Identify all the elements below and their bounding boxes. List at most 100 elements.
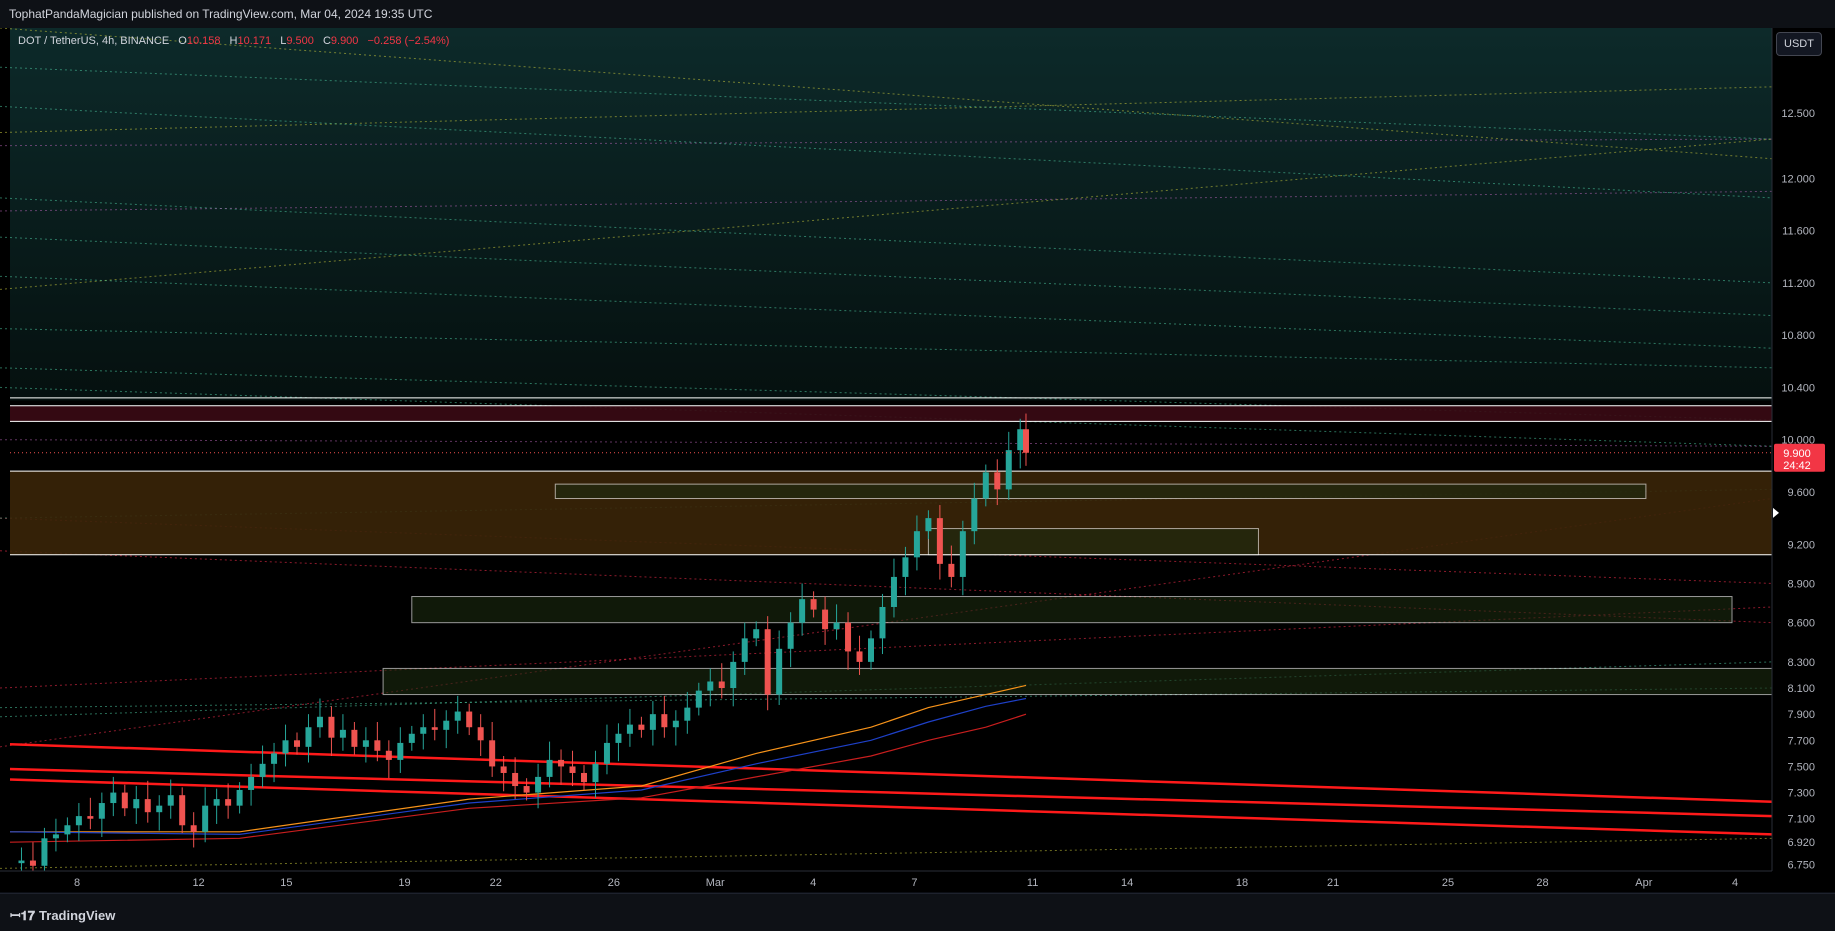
currency-button[interactable]: USDT: [1776, 32, 1822, 56]
x-tick-label: 28: [1536, 877, 1548, 889]
x-tick-label: 21: [1327, 877, 1339, 889]
candle-body-23: [271, 753, 278, 764]
y-tick-label: 10.400: [1781, 382, 1815, 394]
candle-body-78: [902, 557, 909, 577]
symbol-legend: DOT / TetherUS, 4h, BINANCE O10.158 H10.…: [18, 35, 449, 47]
candle-body-77: [890, 576, 897, 607]
upper-shade: [10, 28, 1772, 401]
trend-line-2: [9, 778, 1773, 836]
candle-body-55: [638, 724, 645, 730]
candle-body-21: [248, 776, 255, 790]
candle-body-18: [213, 799, 220, 806]
candle-body-49: [569, 766, 576, 773]
candle-body-58: [672, 720, 679, 728]
candle-body-51: [592, 763, 599, 783]
countdown-value: 24:42: [1783, 460, 1811, 472]
candle-body-31: [362, 740, 369, 747]
top-bar: TophatPandaMagician published on Trading…: [0, 0, 1835, 28]
moving-average-1: [9, 697, 1027, 836]
candle-body-19: [225, 799, 232, 806]
open-value: 10.158: [186, 35, 221, 47]
candle-body-66: [764, 629, 771, 695]
x-tick-label: Mar: [706, 877, 725, 889]
candle-body-63: [730, 661, 737, 689]
candle-body-50: [581, 772, 587, 783]
candle-body-65: [753, 629, 760, 639]
candle-body-13: [156, 805, 163, 813]
chart-area[interactable]: 12.500 12.000 11.600 11.200 10.800 10.400 10.0…: [0, 28, 1835, 892]
candle-body-85: [982, 472, 989, 499]
candle-body-35: [408, 733, 415, 743]
candle-body-26: [305, 727, 312, 747]
candle-body-71: [822, 609, 829, 630]
y-tick-label: 8.900: [1787, 578, 1815, 590]
candle-body-44: [512, 772, 519, 787]
candle-body-57: [661, 714, 668, 728]
change-value: −0.258 (−2.54%): [367, 35, 450, 47]
x-tick-label: 4: [810, 877, 816, 889]
published-info: TophatPandaMagician published on Trading…: [9, 7, 433, 21]
candle-body-24: [282, 740, 289, 754]
candle-body-22: [259, 763, 266, 777]
candle-body-9: [110, 792, 117, 804]
candle-body-27: [316, 716, 323, 728]
y-tick-label: 8.300: [1787, 657, 1815, 669]
scroll-marker-icon: [1773, 507, 1779, 518]
candle-body-88: [1017, 429, 1024, 451]
channel-line-9: [0, 275, 1773, 349]
candle-body-79: [913, 531, 920, 558]
candle-body-30: [351, 729, 358, 747]
channel-line-13: [0, 439, 1773, 447]
candle-body-43: [500, 766, 507, 773]
candle-body-28: [328, 716, 335, 738]
price-chart[interactable]: 12.500 12.000 11.600 11.200 10.800 10.400 10.0…: [0, 28, 1835, 892]
channel-line-20: [0, 837, 1773, 869]
candle-body-53: [615, 733, 622, 743]
candle-body-16: [190, 825, 197, 832]
x-tick-label: 8: [74, 877, 80, 889]
candle-body-87: [1005, 450, 1012, 490]
candle-body-4: [52, 834, 59, 839]
y-tick-label: 7.700: [1787, 735, 1815, 747]
low-value: 9.500: [286, 35, 314, 47]
low-label: L: [280, 35, 287, 47]
channel-line-5: [0, 138, 1773, 290]
channel-line-0: [0, 28, 1773, 160]
candle-body-33: [385, 750, 392, 760]
close-value: 9.900: [330, 35, 359, 47]
last-price-value: 9.900: [1783, 448, 1811, 460]
x-tick-label: 18: [1236, 877, 1248, 889]
channel-line-10: [0, 328, 1773, 369]
symbol-name: DOT / TetherUS, 4h, BINANCE: [18, 35, 170, 47]
candle-body-41: [477, 727, 484, 741]
zone-top-band: [10, 405, 1772, 422]
candle-body-67: [776, 648, 783, 695]
candle-body-2: [29, 860, 36, 866]
candle-body-73: [845, 622, 852, 652]
candle-body-7: [87, 816, 94, 819]
candle-body-11: [133, 799, 140, 809]
candle-body-6: [75, 816, 82, 826]
y-tick-label: 6.920: [1787, 837, 1815, 849]
channel-line-7: [0, 190, 1773, 212]
candle-body-20: [236, 789, 243, 806]
candle-body-52: [603, 742, 610, 764]
y-tick-label: 7.100: [1787, 814, 1815, 826]
x-tick-label: 19: [398, 877, 410, 889]
candle-body-60: [695, 690, 702, 708]
high-label: H: [229, 35, 238, 47]
candle-body-69: [799, 599, 806, 623]
candle-body-29: [339, 729, 346, 738]
candle-body-84: [971, 498, 978, 532]
channel-line-3: [0, 138, 1773, 147]
candle-body-81: [936, 518, 943, 564]
channel-line-1: [0, 86, 1773, 134]
y-tick-label: 6.750: [1787, 859, 1815, 871]
x-tick-label: 12: [192, 877, 204, 889]
y-tick-label: 7.900: [1787, 709, 1815, 721]
candle-body-5: [64, 825, 71, 835]
candle-body-12: [144, 799, 151, 813]
demand-box-0: [554, 483, 1647, 500]
tradingview-logo[interactable]: ꟷ𝟏𝟕 TradingView: [10, 906, 115, 924]
channel-line-11: [0, 367, 1773, 421]
